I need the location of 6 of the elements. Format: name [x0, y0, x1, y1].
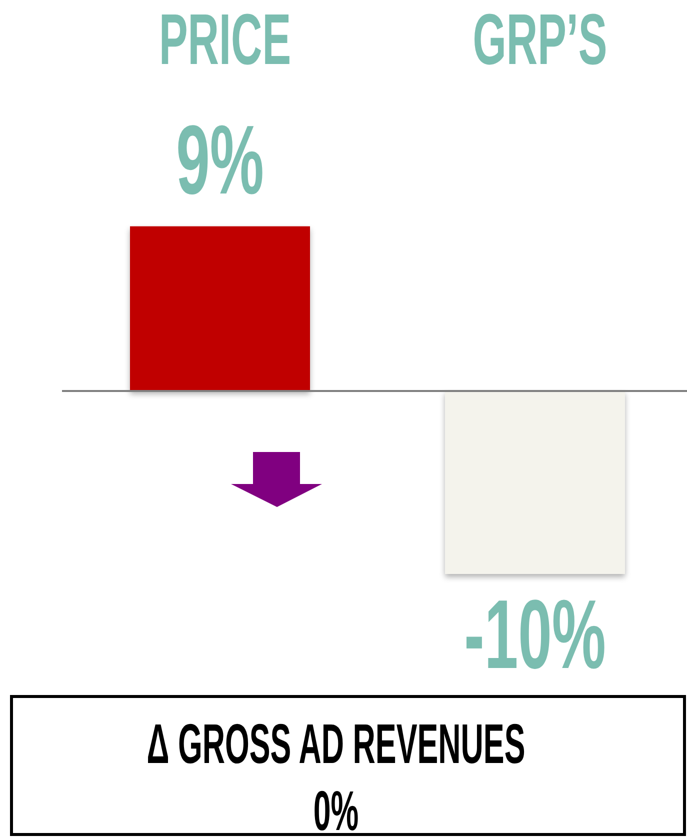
text: Δ GROSS AD REVENUES: [146, 712, 526, 776]
text: 0%: [313, 779, 359, 838]
data-label: 9%: [176, 106, 264, 215]
x-tick-label: GRP’S: [472, 0, 608, 80]
data-label: -10%: [464, 580, 606, 690]
x-tick-label: PRICE: [159, 0, 291, 80]
